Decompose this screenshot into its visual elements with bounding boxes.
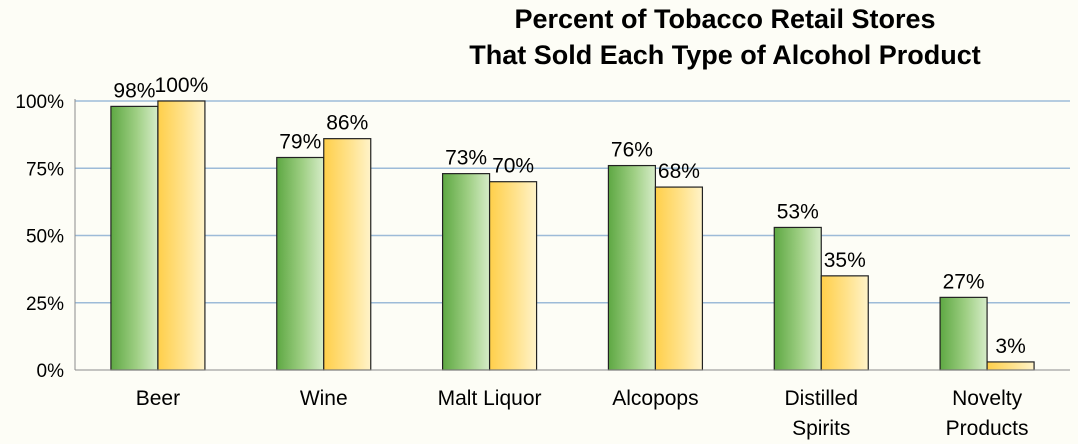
bar — [110, 105, 159, 371]
bar — [654, 186, 704, 371]
bar — [488, 181, 538, 371]
data-label: 79% — [279, 130, 321, 153]
x-category-label: Distilled — [784, 387, 858, 410]
x-category-label: Products — [946, 417, 1029, 440]
data-label: 27% — [943, 270, 985, 293]
y-tick-label: 50% — [26, 227, 64, 248]
chart-title-line-1: Percent of Tobacco Retail Stores — [514, 4, 936, 34]
y-tick-label: 100% — [15, 92, 64, 113]
data-label: 86% — [326, 112, 368, 135]
x-category-label: Wine — [300, 387, 348, 410]
y-tick-label: 25% — [26, 294, 64, 315]
data-label: 3% — [995, 335, 1025, 358]
bar — [607, 164, 657, 371]
data-label: 70% — [492, 155, 534, 178]
bar — [323, 138, 372, 371]
data-label: 35% — [824, 249, 866, 272]
data-label: 76% — [611, 139, 653, 162]
bar — [939, 296, 988, 371]
data-label: 73% — [445, 147, 487, 170]
y-tick-label: 75% — [26, 159, 64, 180]
data-label: 100% — [155, 74, 209, 97]
x-category-label: Alcopops — [612, 387, 698, 410]
data-label: 98% — [113, 79, 155, 102]
data-label: 53% — [777, 200, 819, 223]
data-label: 68% — [658, 160, 700, 183]
bar — [157, 100, 206, 371]
bar — [986, 361, 1035, 371]
bar — [820, 275, 869, 371]
y-tick-label: 0% — [37, 361, 65, 382]
chart-title-line-2: That Sold Each Type of Alcohol Product — [469, 40, 981, 70]
x-category-label: Novelty — [952, 387, 1023, 410]
bar — [276, 156, 325, 371]
bar — [441, 173, 491, 371]
x-category-label: Beer — [136, 387, 180, 410]
x-category-label: Malt Liquor — [438, 387, 542, 410]
bar — [773, 226, 822, 371]
x-category-label: Spirits — [792, 417, 850, 440]
